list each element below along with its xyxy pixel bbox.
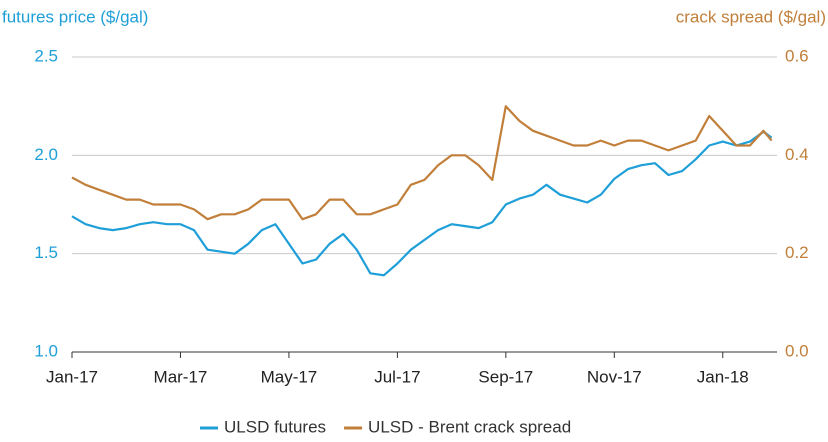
y-axis-title: futures price ($/gal) bbox=[2, 7, 148, 26]
y-tick-label: 2.0 bbox=[34, 145, 58, 164]
series-line bbox=[71, 105, 773, 221]
x-tick-label: Sep-17 bbox=[478, 367, 533, 386]
x-tick-label: Jan-18 bbox=[697, 367, 749, 386]
legend-label: ULSD - Brent crack spread bbox=[368, 417, 571, 436]
y-tick-label: 1.5 bbox=[34, 243, 58, 262]
y-tick-label: 1.0 bbox=[34, 341, 58, 360]
y2-tick-label: 0.0 bbox=[785, 341, 809, 360]
x-tick-label: Nov-17 bbox=[587, 367, 642, 386]
y2-tick-label: 0.4 bbox=[785, 145, 809, 164]
y2-tick-label: 0.6 bbox=[785, 46, 809, 65]
x-tick-label: May-17 bbox=[261, 367, 318, 386]
y-tick-label: 2.5 bbox=[34, 46, 58, 65]
x-tick-label: Jul-17 bbox=[374, 367, 420, 386]
legend-label: ULSD futures bbox=[224, 417, 326, 436]
series-line bbox=[71, 130, 773, 277]
y2-tick-label: 0.2 bbox=[785, 243, 809, 262]
x-tick-label: Mar-17 bbox=[154, 367, 208, 386]
x-tick-label: Jan-17 bbox=[46, 367, 98, 386]
y2-axis-title: crack spread ($/gal) bbox=[676, 7, 826, 26]
